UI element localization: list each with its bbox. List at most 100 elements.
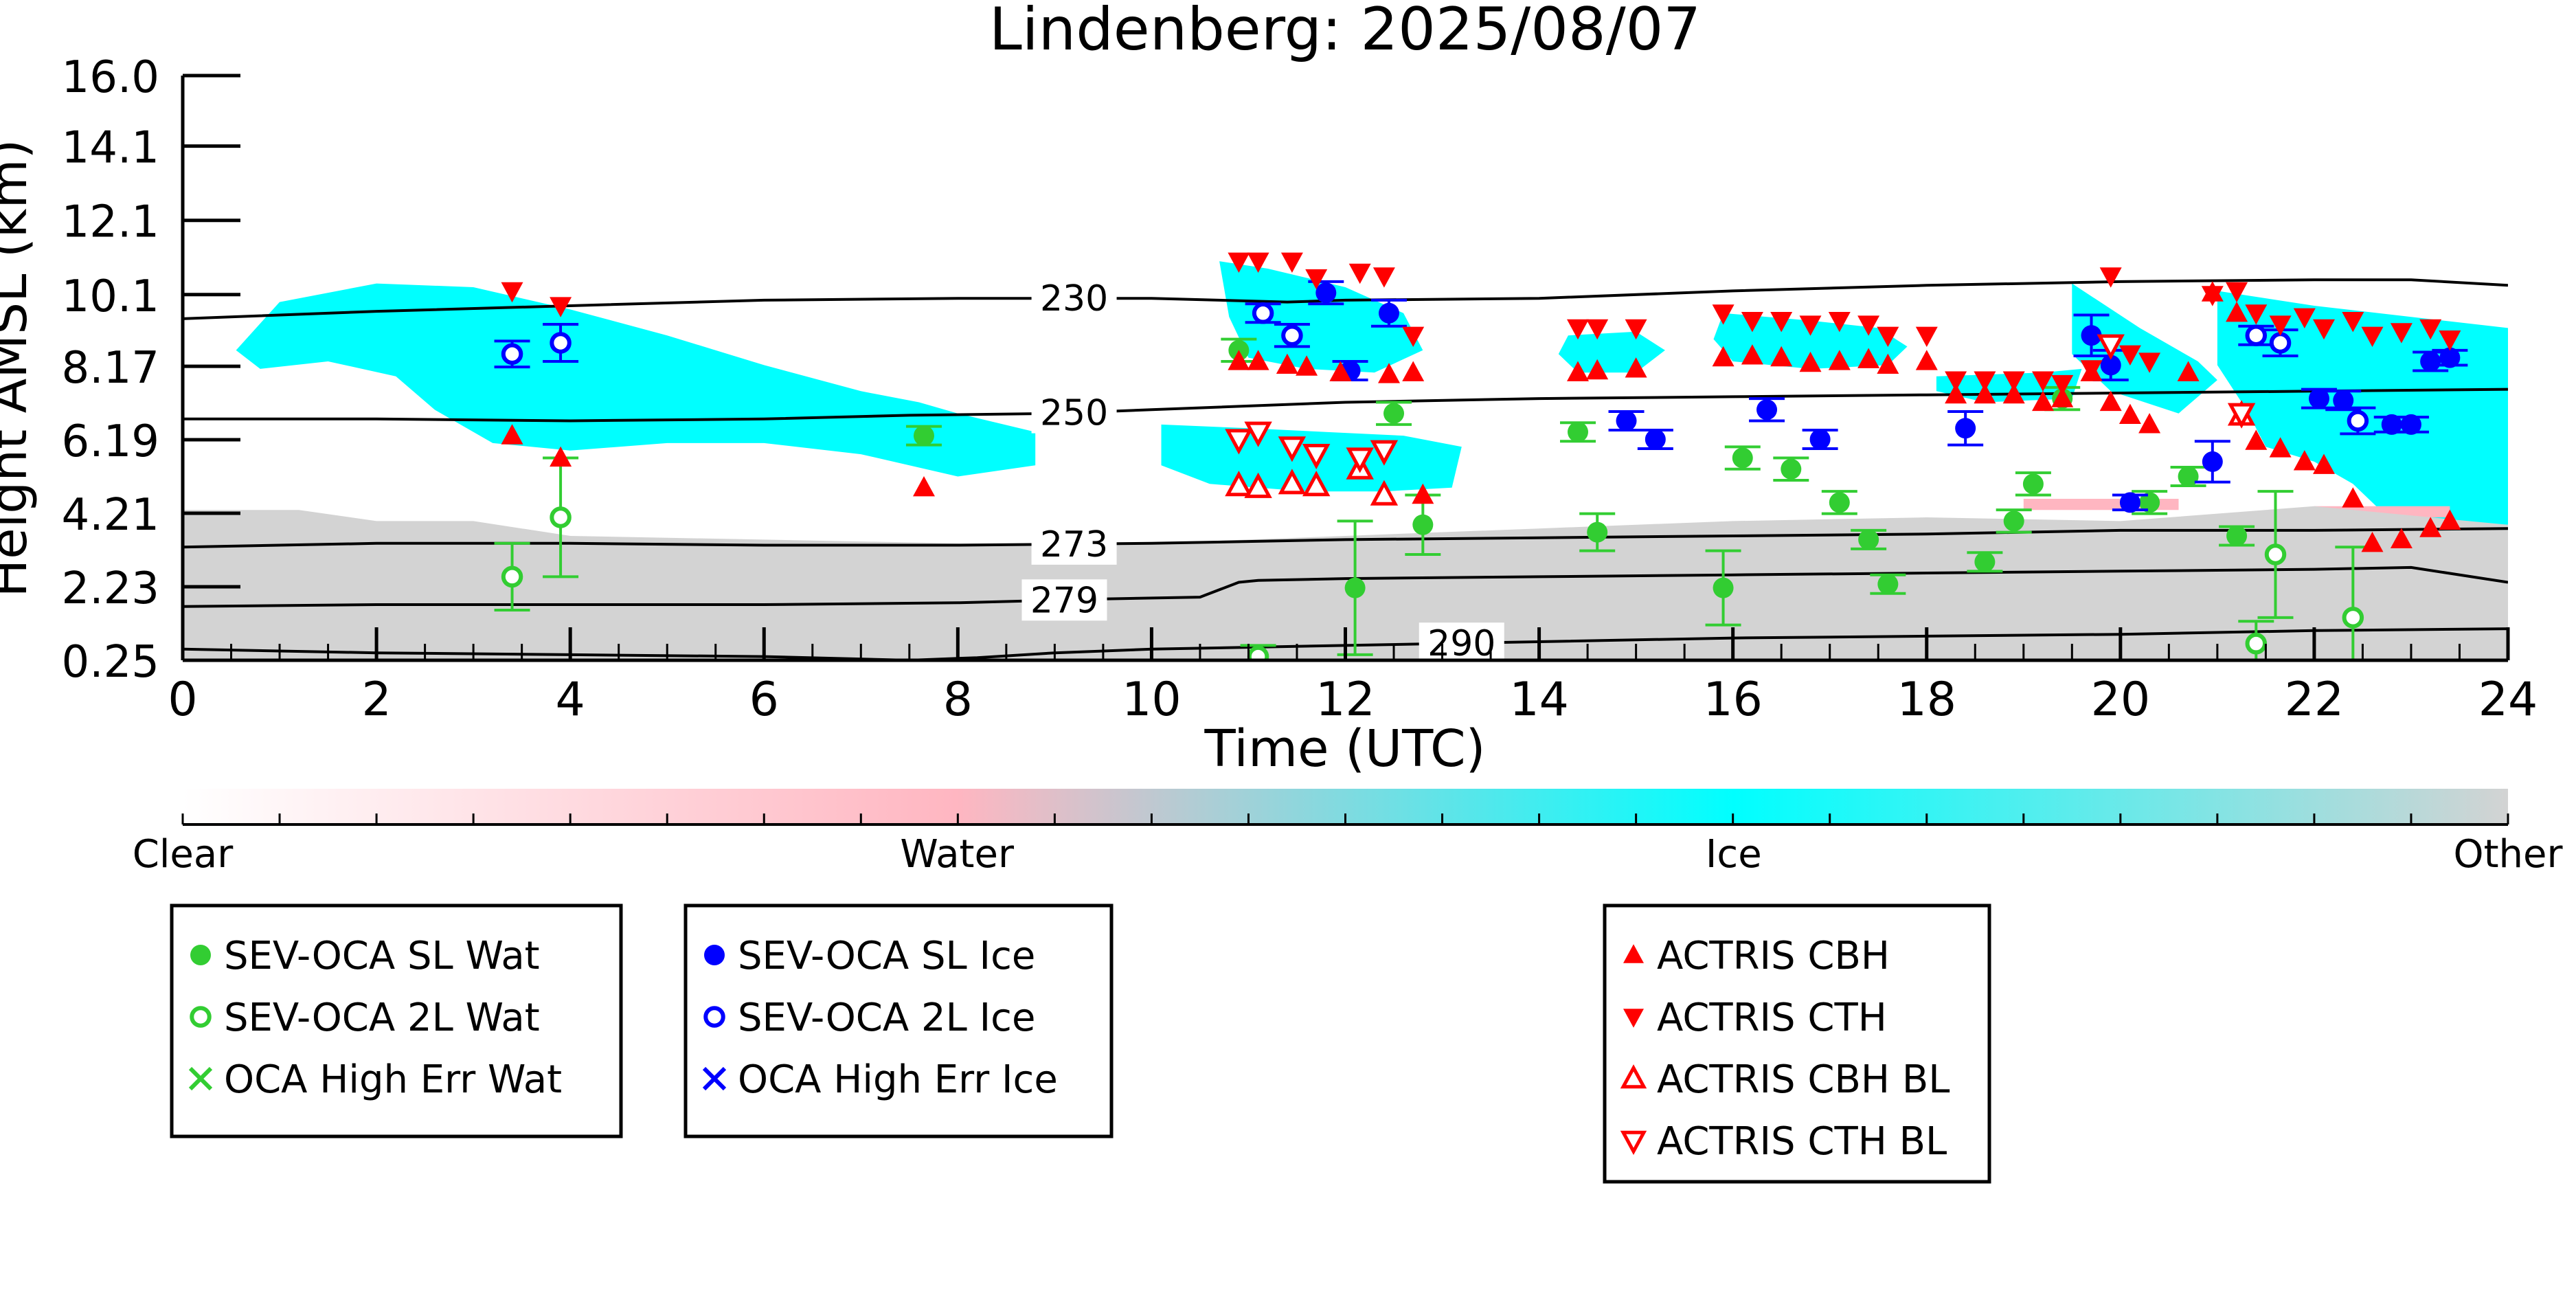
point-sev-oca-2l-wat [2245, 632, 2268, 655]
point-actris-cbh [1247, 350, 1269, 370]
point-actris-cbh [2313, 453, 2335, 474]
point-actris-cbh [2342, 487, 2364, 508]
point-sev-oca-sl-ice [1756, 399, 1778, 420]
legend-box-1: SEV-OCA SL Wat SEV-OCA 2L Wat OCA High Err… [170, 903, 623, 1138]
point-actris-cbh [2293, 450, 2316, 471]
point-sev-oca-sl-ice [2333, 390, 2354, 411]
point-sev-oca-sl-ice [2081, 325, 2102, 346]
point-sev-oca-2l-wat [2264, 543, 2287, 565]
point-actris-cth [1586, 319, 1609, 340]
point-actris-cbh [2361, 532, 2384, 552]
x-tick-label: 6 [749, 673, 779, 727]
point-sev-oca-sl-ice [2400, 414, 2421, 435]
isotherm-label-bg [1021, 579, 1107, 621]
point-sev-oca-sl-ice [1955, 418, 1976, 439]
legend-label-actris-cth-bl: ACTRIS CTH BL [1657, 1119, 1947, 1164]
point-sev-oca-2l-ice [2347, 409, 2369, 432]
legend-label-oca-high-err-ice: OCA High Err Ice [738, 1057, 1058, 1102]
x-tick-label: 22 [2285, 673, 2345, 727]
isotherm-230 [183, 278, 2508, 320]
legend-label-oca-high-err-wat: OCA High Err Wat [224, 1057, 562, 1102]
point-sev-oca-sl-wat [2178, 466, 2199, 487]
point-sev-oca-2l-wat [550, 506, 572, 528]
point-actris-cth [2361, 326, 2384, 347]
point-sev-oca-2l-wat [501, 565, 523, 588]
point-actris-cth [2138, 352, 2161, 373]
x-tick-label: 12 [1315, 673, 1375, 727]
point-sev-oca-2l-ice [2245, 324, 2268, 346]
point-sev-oca-sl-ice [2119, 492, 2140, 513]
x-tick-label: 4 [556, 673, 585, 727]
point-actris-cbh [1712, 346, 1735, 367]
point-sev-oca-sl-wat [2022, 473, 2044, 495]
legend-label-sev-oca-sl-ice: SEV-OCA SL Ice [738, 934, 1035, 978]
legend-marker-sev-oca-2l-wat [190, 1006, 212, 1028]
point-actris-cth-bl [1225, 429, 1253, 455]
point-sev-oca-2l-ice [550, 332, 572, 354]
point-actris-cth-bl [2097, 334, 2125, 360]
point-actris-cth [2099, 267, 2122, 288]
point-actris-cbh [913, 476, 935, 497]
point-actris-cth [1372, 267, 1395, 288]
x-tick-label: 8 [943, 673, 973, 727]
point-actris-cth [1877, 326, 1899, 347]
isotherm-label-bg [1031, 523, 1117, 565]
point-sev-oca-sl-ice [2308, 388, 2329, 409]
y-tick-label: 0.25 [62, 637, 160, 688]
point-sev-oca-sl-ice [1616, 410, 1637, 431]
legend: SEV-OCA SL Wat SEV-OCA 2L Wat OCA High Err… [170, 903, 1991, 1184]
point-sev-oca-sl-wat [1344, 577, 1366, 598]
y-ticks: 0.25 2.23 4.21 6.19 8.17 10.1 12.1 14.1 16.0 [62, 52, 240, 688]
y-tick-label: 12.1 [62, 197, 160, 248]
colorbar-ticks [181, 813, 2509, 824]
legend-label-actris-cbh: ACTRIS CBH [1657, 934, 1890, 978]
point-actris-cbh [2138, 413, 2161, 434]
point-sev-oca-sl-ice [1315, 282, 1337, 304]
point-sev-oca-2l-wat [2342, 607, 2364, 629]
legend-marker-sev-oca-2l-ice [703, 1006, 725, 1028]
isotherm-label-bg [1031, 278, 1117, 319]
point-actris-cth [1945, 371, 1967, 392]
x-tick-label: 24 [2478, 673, 2538, 727]
cloud-region-ice-3 [1558, 331, 1665, 373]
point-actris-cbh [2390, 528, 2413, 548]
point-actris-cbh [1828, 350, 1851, 370]
point-actris-cth [1247, 252, 1269, 273]
point-actris-cth [1348, 263, 1371, 284]
point-actris-cbh [2226, 302, 2248, 322]
point-actris-cbh [1228, 350, 1250, 370]
legend-label-sev-oca-2l-ice: SEV-OCA 2L Ice [738, 996, 1035, 1040]
point-actris-cth [1625, 319, 1647, 340]
y-tick-label: 2.23 [62, 563, 160, 614]
point-actris-cbh [2032, 390, 2054, 412]
point-actris-cbh [501, 424, 523, 445]
x-tick-label: 20 [2091, 673, 2151, 727]
point-actris-cbh [2245, 429, 2268, 450]
series-sev-oca-2l-ice [494, 302, 2376, 436]
legend-marker-sev-oca-sl-ice [704, 945, 725, 965]
point-actris-cth [2032, 371, 2054, 392]
point-sev-oca-sl-wat [2003, 510, 2024, 532]
point-actris-cth [1228, 252, 1250, 273]
point-actris-cbh-bl [1302, 471, 1331, 497]
point-sev-oca-sl-wat [1713, 577, 1734, 598]
point-actris-cth [2002, 371, 2025, 392]
legend-frame [683, 903, 1114, 1138]
point-sev-oca-2l-ice [1252, 302, 1274, 324]
point-actris-cth [1567, 319, 1589, 340]
cloud-region-ice-1 [1219, 261, 1423, 373]
legend-marker-sev-oca-sl-wat [190, 945, 211, 965]
isotherm-250 [183, 388, 2508, 423]
point-actris-cbh [2099, 390, 2122, 412]
point-actris-cth [1712, 304, 1735, 325]
point-actris-cth [1770, 312, 1793, 333]
point-sev-oca-2l-ice [2269, 332, 2292, 354]
point-actris-cth [1974, 371, 1996, 392]
point-sev-oca-sl-ice [1809, 429, 1831, 450]
point-sev-oca-sl-ice [1645, 429, 1666, 450]
legend-marker-actris-cbh-bl [1620, 1064, 1647, 1089]
x-tick-label: 2 [361, 673, 391, 727]
x-ticks: 0 2 4 6 8 10 12 14 16 18 20 22 24 [168, 627, 2538, 727]
point-actris-cbh [2177, 361, 2200, 381]
point-actris-cth [2390, 323, 2413, 344]
